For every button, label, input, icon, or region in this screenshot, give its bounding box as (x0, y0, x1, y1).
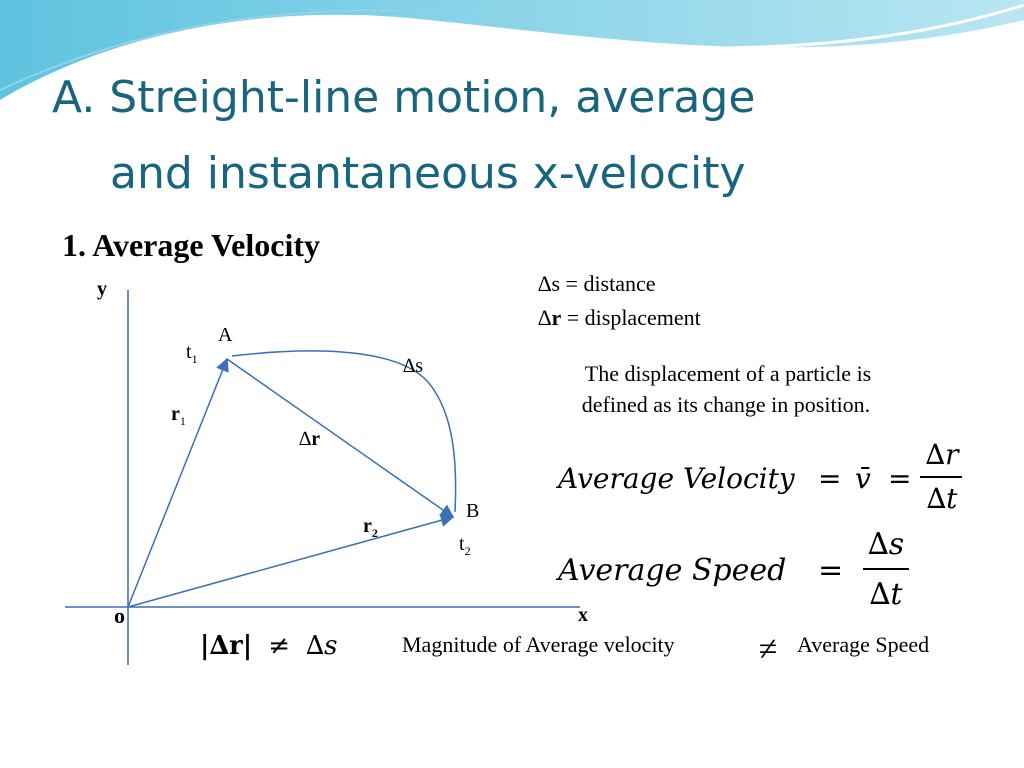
diagram: y x o A B t1 t2 r1 r2 ∆s ∆r (65, 278, 588, 665)
symbol: v̄ (855, 462, 871, 495)
curve-label: ∆s (403, 355, 423, 377)
axis-label: y (97, 278, 107, 300)
point-label: B (466, 500, 479, 522)
left: |∆r| (200, 631, 252, 661)
vector-r2 (127, 513, 455, 608)
formula-speed: Average Speed = ∆s ∆t (555, 527, 909, 612)
origin-label: o (114, 603, 125, 628)
point-label: A (218, 324, 233, 346)
var: r (551, 305, 561, 330)
time-label: t2 (459, 533, 471, 558)
title-line: and instantaneous x-velocity (110, 148, 746, 199)
text: = displacement (561, 305, 700, 330)
header-decoration (0, 0, 1024, 112)
numerator: ∆r (926, 438, 961, 471)
delta: ∆ (538, 305, 551, 330)
delta: ∆ (538, 271, 551, 296)
base: r (363, 515, 372, 537)
vector-label: r2 (363, 515, 378, 540)
time-label: t1 (186, 341, 198, 366)
base: t (186, 341, 192, 363)
label: Average Speed (555, 553, 786, 588)
definition: ∆s = distance (538, 271, 656, 296)
statement: Average Speed (797, 632, 929, 657)
equals: = (818, 462, 841, 495)
statement-sign: ≠ (759, 631, 778, 668)
paragraph-line: defined as its change in position. (582, 392, 870, 417)
var: s (551, 271, 560, 296)
formula-velocity: Average Velocity = v̄ = ∆r ∆t (555, 438, 962, 515)
heading: 1. Average Velocity (62, 227, 320, 263)
title-line: A. Streight-line motion, average (52, 72, 755, 123)
base: t (459, 533, 465, 555)
subscript: 2 (465, 544, 471, 558)
delta: ∆ (299, 428, 311, 450)
var: r (311, 428, 320, 450)
vector-delta-r (226, 358, 455, 518)
subscript: 1 (192, 352, 198, 366)
axis-label: x (578, 604, 588, 626)
vector-label: ∆r (299, 428, 320, 450)
text: = distance (560, 271, 656, 296)
sign: ≠ (268, 631, 290, 661)
right: ∆s (306, 631, 338, 661)
equals: = (888, 462, 911, 495)
numerator: ∆s (868, 527, 904, 562)
base: r (171, 403, 180, 425)
denominator: ∆t (927, 482, 959, 515)
definition: ∆r = displacement (538, 305, 701, 330)
path-curve (231, 350, 457, 513)
vector-r1 (127, 357, 229, 608)
paragraph-line: The displacement of a particle is (585, 361, 872, 386)
subscript: 1 (180, 414, 186, 428)
equals: = (818, 553, 843, 588)
label: Average Velocity (555, 462, 796, 495)
statement: Magnitude of Average velocity (402, 632, 675, 657)
subscript: 2 (372, 526, 378, 540)
vector-label: r1 (171, 403, 186, 428)
inequality: |∆r| ≠ ∆s (200, 631, 338, 661)
denominator: ∆t (869, 577, 903, 612)
